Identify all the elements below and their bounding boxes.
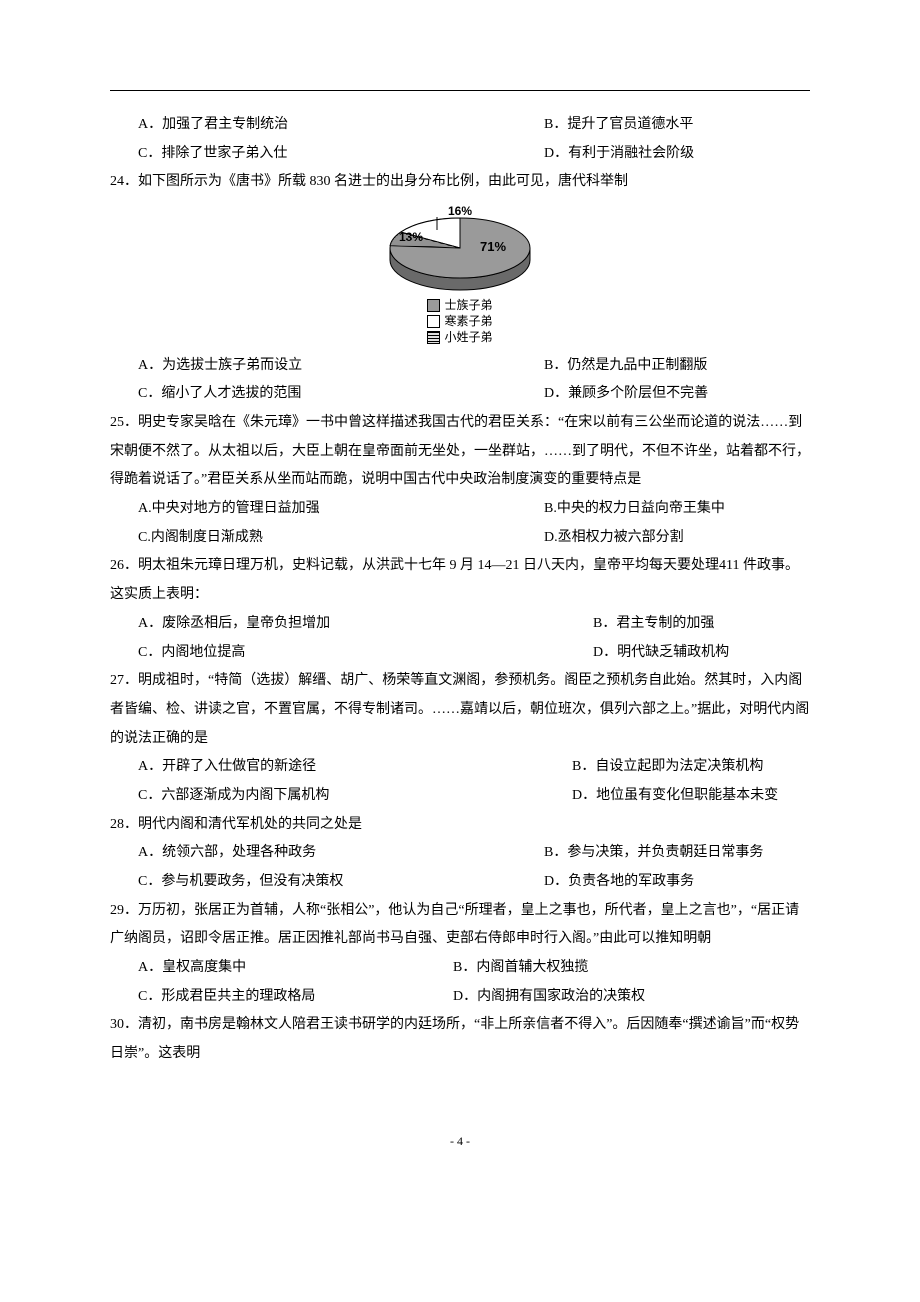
q25-option-c: C.内阁制度日渐成熟	[110, 524, 544, 553]
q26-options-row-2: C．内阁地位提高 D．明代缺乏辅政机构	[110, 639, 810, 668]
page-body: A．加强了君主专制统治 B．提升了官员道德水平 C．排除了世家子弟入仕 D．有利…	[0, 0, 920, 1203]
legend-row-0: 士族子弟	[427, 297, 492, 313]
pie-label-16: 16%	[448, 204, 472, 218]
top-rule	[110, 90, 810, 91]
legend-swatch-0	[427, 299, 440, 312]
legend-text-2: 小姓子弟	[444, 329, 492, 345]
q29-options-row-1: A．皇权高度集中 B．内阁首辅大权独揽	[110, 954, 810, 983]
q29-option-b: B．内阁首辅大权独揽	[453, 954, 810, 983]
q26-options-row-1: A．废除丞相后，皇帝负担增加 B．君主专制的加强	[110, 610, 810, 639]
q27-option-b: B．自设立起即为法定决策机构	[572, 753, 810, 782]
q23-option-a: A．加强了君主专制统治	[110, 111, 544, 140]
q24-option-d: D．兼顾多个阶层但不完善	[544, 380, 810, 409]
q25-stem: 25．明史专家吴晗在《朱元璋》一书中曾这样描述我国古代的君臣关系：“在宋以前有三…	[110, 409, 810, 495]
q23-options-row-1: A．加强了君主专制统治 B．提升了官员道德水平	[110, 111, 810, 140]
page-number: - 4 -	[110, 1129, 810, 1154]
legend-text-0: 士族子弟	[444, 297, 492, 313]
q24-option-a: A．为选拔士族子弟而设立	[110, 352, 544, 381]
q29-option-c: C．形成君臣共主的理政格局	[110, 983, 453, 1012]
q24-stem: 24．如下图所示为《唐书》所载 830 名进士的出身分布比例，由此可见，唐代科举…	[110, 168, 810, 197]
q26-option-b: B．君主专制的加强	[593, 610, 810, 639]
q26-option-c: C．内阁地位提高	[110, 639, 593, 668]
q29-options-row-2: C．形成君臣共主的理政格局 D．内阁拥有国家政治的决策权	[110, 983, 810, 1012]
legend-row-1: 寒素子弟	[427, 313, 492, 329]
q25-options-row-2: C.内阁制度日渐成熟 D.丞相权力被六部分割	[110, 524, 810, 553]
q28-option-a: A．统领六部，处理各种政务	[110, 839, 544, 868]
q24-option-c: C．缩小了人才选拔的范围	[110, 380, 544, 409]
q28-options-row-2: C．参与机要政务，但没有决策权 D．负责各地的军政事务	[110, 868, 810, 897]
q23-option-b: B．提升了官员道德水平	[544, 111, 810, 140]
legend-row-2: 小姓子弟	[427, 329, 492, 345]
q30-stem: 30．清初，南书房是翰林文人陪君王读书研学的内廷场所，“非上所亲信者不得入”。后…	[110, 1011, 810, 1068]
q27-options-row-2: C．六部逐渐成为内阁下属机构 D．地位虽有变化但职能基本未变	[110, 782, 810, 811]
q25-options-row-1: A.中央对地方的管理日益加强 B.中央的权力日益向帝王集中	[110, 495, 810, 524]
q23-options-row-2: C．排除了世家子弟入仕 D．有利于消融社会阶级	[110, 140, 810, 169]
pie-chart-svg: 16% 13% 71%	[355, 203, 565, 293]
q29-option-a: A．皇权高度集中	[110, 954, 453, 983]
q26-stem: 26．明太祖朱元璋日理万机，史料记载，从洪武十七年 9 月 14—21 日八天内…	[110, 552, 810, 609]
q28-stem: 28．明代内阁和清代军机处的共同之处是	[110, 811, 810, 840]
q27-option-d: D．地位虽有变化但职能基本未变	[572, 782, 810, 811]
q23-option-c: C．排除了世家子弟入仕	[110, 140, 544, 169]
legend-swatch-2	[427, 331, 440, 344]
q27-stem: 27．明成祖时，“特简（选拔）解缙、胡广、杨荣等直文渊阁，参预机务。阁臣之预机务…	[110, 667, 810, 753]
pie-legend: 士族子弟 寒素子弟 小姓子弟	[427, 297, 492, 346]
q26-option-a: A．废除丞相后，皇帝负担增加	[110, 610, 593, 639]
q29-stem: 29．万历初，张居正为首辅，人称“张相公”，他认为自己“所理者，皇上之事也，所代…	[110, 897, 810, 954]
q24-options-row-1: A．为选拔士族子弟而设立 B．仍然是九品中正制翻版	[110, 352, 810, 381]
legend-text-1: 寒素子弟	[444, 313, 492, 329]
q28-option-d: D．负责各地的军政事务	[544, 868, 810, 897]
q24-option-b: B．仍然是九品中正制翻版	[544, 352, 810, 381]
q26-option-d: D．明代缺乏辅政机构	[593, 639, 810, 668]
q29-option-d: D．内阁拥有国家政治的决策权	[453, 983, 810, 1012]
q28-option-c: C．参与机要政务，但没有决策权	[110, 868, 544, 897]
pie-label-13: 13%	[399, 230, 423, 244]
q24-options-row-2: C．缩小了人才选拔的范围 D．兼顾多个阶层但不完善	[110, 380, 810, 409]
legend-swatch-1	[427, 315, 440, 328]
q25-option-d: D.丞相权力被六部分割	[544, 524, 810, 553]
q28-option-b: B．参与决策，并负责朝廷日常事务	[544, 839, 810, 868]
q24-chart: 16% 13% 71% 士族子弟 寒素子弟 小姓子弟	[110, 203, 810, 346]
q27-option-a: A．开辟了入仕做官的新途径	[110, 753, 572, 782]
q27-options-row-1: A．开辟了入仕做官的新途径 B．自设立起即为法定决策机构	[110, 753, 810, 782]
q28-options-row-1: A．统领六部，处理各种政务 B．参与决策，并负责朝廷日常事务	[110, 839, 810, 868]
q27-option-c: C．六部逐渐成为内阁下属机构	[110, 782, 572, 811]
q25-option-b: B.中央的权力日益向帝王集中	[544, 495, 810, 524]
pie-label-71: 71%	[480, 239, 506, 254]
q25-option-a: A.中央对地方的管理日益加强	[110, 495, 544, 524]
q23-option-d: D．有利于消融社会阶级	[544, 140, 810, 169]
